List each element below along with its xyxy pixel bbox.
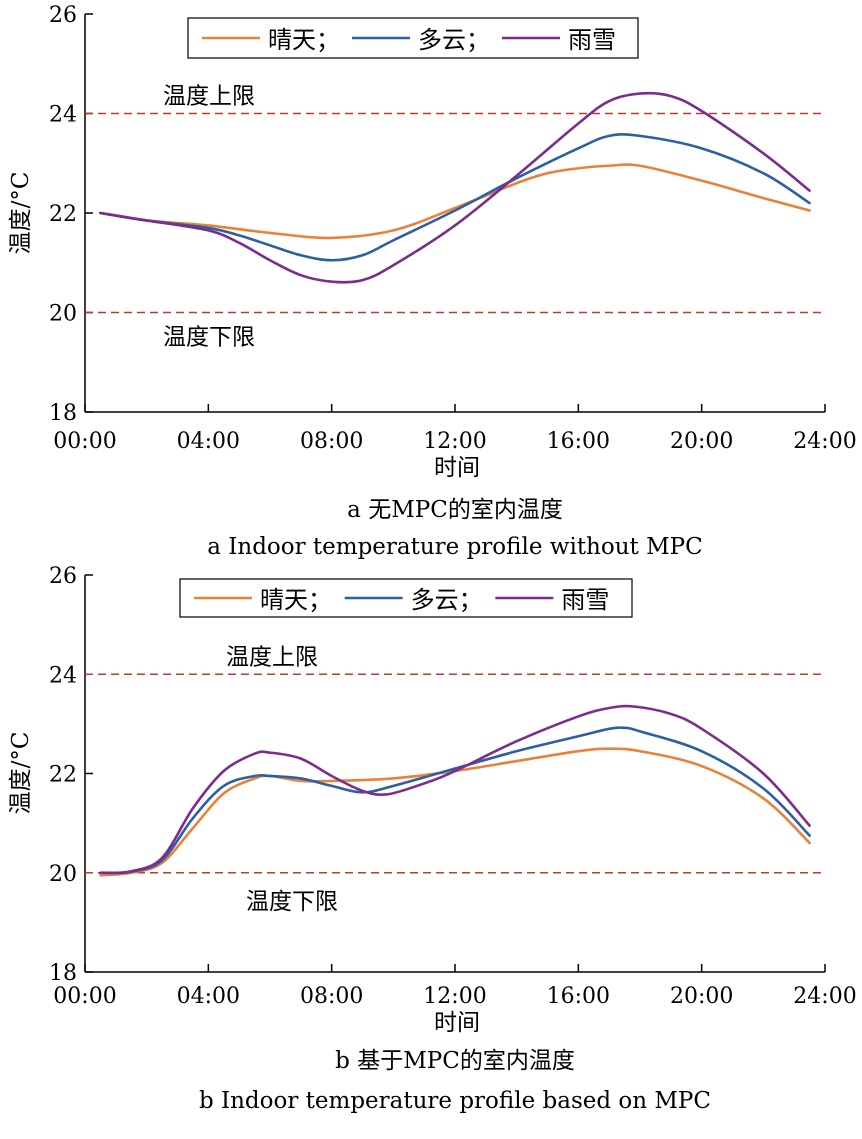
x-tick-label: 16:00 (547, 984, 610, 1009)
y-tick-label: 20 (49, 862, 77, 887)
series-line (99, 163, 811, 240)
legend-label: 多云； (418, 26, 490, 54)
legend: 晴天； 多云； 雨雪 (187, 17, 639, 59)
legend-label: 晴天； (268, 26, 340, 54)
series-line (99, 747, 811, 877)
x-tick-label: 20:00 (670, 429, 733, 454)
legend-box (179, 578, 633, 618)
series-line (99, 91, 811, 284)
x-tick-label: 20:00 (670, 984, 733, 1009)
x-tick-label: 00:00 (53, 984, 116, 1009)
x-axis-title: 时间 (434, 455, 480, 481)
x-tick-label: 04:00 (177, 984, 240, 1009)
x-tick-label: 24:00 (793, 429, 856, 454)
limit-label: 温度上限 (163, 84, 255, 110)
legend-label: 雨雪 (561, 586, 609, 614)
x-tick-label: 24:00 (793, 984, 856, 1009)
y-tick-label: 24 (49, 103, 77, 128)
caption-en: b Indoor temperature profile based on MP… (199, 1088, 711, 1114)
y-tick-label: 18 (49, 401, 77, 426)
legend-label: 晴天； (260, 586, 332, 614)
limit-label: 温度下限 (163, 325, 255, 351)
legend: 晴天； 多云； 雨雪 (179, 578, 633, 618)
legend-label: 多云； (411, 586, 483, 614)
y-axis-title: 温度/°C (8, 732, 34, 815)
x-tick-label: 04:00 (177, 429, 240, 454)
y-tick-label: 24 (49, 663, 77, 688)
y-tick-label: 26 (49, 564, 77, 589)
y-tick-label: 18 (49, 961, 77, 986)
series-line (99, 704, 811, 875)
limit-label: 温度下限 (246, 889, 338, 915)
series-line (99, 133, 811, 262)
series-line (99, 726, 811, 875)
legend-box (187, 17, 639, 59)
legend-label: 雨雪 (568, 26, 616, 54)
x-tick-label: 16:00 (547, 429, 610, 454)
limit-label: 温度上限 (226, 644, 318, 670)
y-tick-label: 22 (49, 202, 77, 227)
x-tick-label: 00:00 (53, 429, 116, 454)
y-tick-label: 20 (49, 302, 77, 327)
chart-panel-a: 18 20 22 24 26 00:00 04:00 08:00 12:00 16:00 20:00… (8, 3, 857, 560)
x-tick-label: 12:00 (423, 984, 486, 1009)
x-tick-label: 08:00 (300, 429, 363, 454)
y-axis-title: 温度/°C (8, 172, 34, 255)
x-tick-label: 12:00 (423, 429, 486, 454)
caption-zh: b 基于MPC的室内温度 (335, 1048, 575, 1074)
y-tick-label: 22 (49, 763, 77, 788)
caption-zh: a 无MPC的室内温度 (347, 497, 563, 523)
chart-panel-b: 18 20 22 24 26 00:00 04:00 08:00 12:00 16:00 20:00… (8, 564, 857, 1114)
caption-en: a Indoor temperature profile without MPC (207, 534, 702, 560)
x-tick-label: 08:00 (300, 984, 363, 1009)
x-axis-title: 时间 (434, 1010, 480, 1036)
y-tick-label: 26 (49, 3, 77, 28)
